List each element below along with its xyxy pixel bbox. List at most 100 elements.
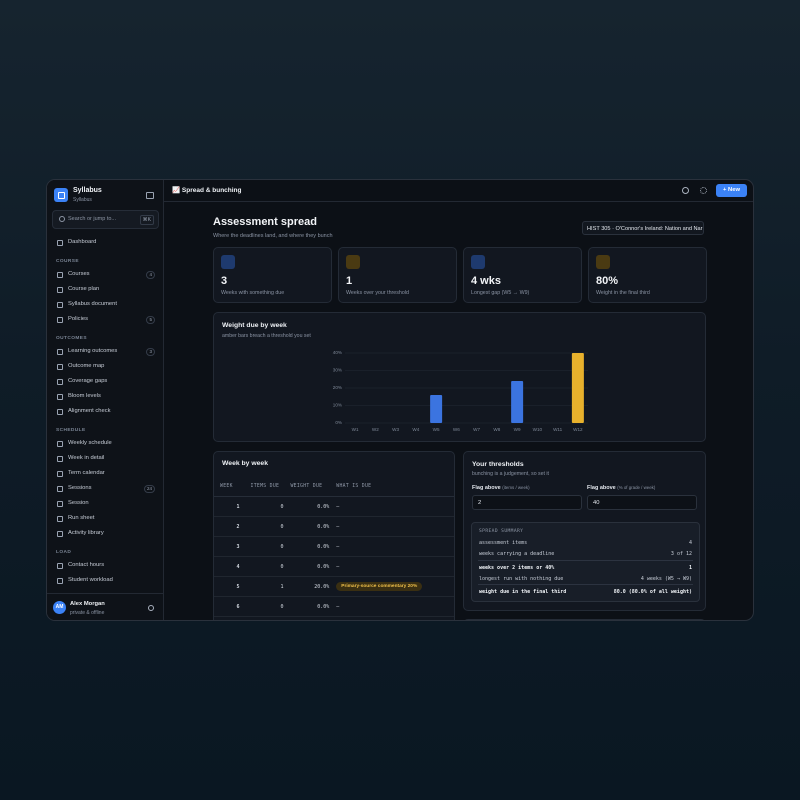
nav-item[interactable]: Alignment check (47, 404, 163, 419)
nav-item[interactable]: Term calendar (47, 466, 163, 481)
y-tick-label: 30% (333, 368, 342, 373)
x-tick-label: W12 (573, 427, 583, 432)
field-label-text: Flag above (472, 485, 501, 491)
field-input[interactable]: 40 (587, 495, 697, 510)
app-name: Syllabus (73, 187, 102, 194)
nav-item[interactable]: Session (47, 496, 163, 511)
theme-icon[interactable] (700, 187, 707, 194)
search-icon[interactable] (682, 187, 689, 194)
user-panel[interactable]: AM Alex Morgan private & offline (47, 593, 163, 620)
search-placeholder: Search or jump to... (68, 216, 116, 222)
nav-item[interactable]: Course plan (47, 282, 163, 297)
table-cell: — (335, 516, 454, 537)
field-hint: (items / week) (502, 485, 530, 490)
nav-item[interactable]: Sessions 24 (47, 481, 163, 496)
stat-card: 80% Weight in the final third (588, 247, 707, 303)
nav-item[interactable]: Dashboard (47, 235, 163, 250)
summary-label: longest run with nothing due (479, 576, 564, 582)
table-title: Week by week (222, 460, 268, 467)
topbar-text: Spread & bunching (181, 187, 242, 194)
nav-item[interactable]: Activity library (47, 526, 163, 541)
nav-item[interactable]: Outcome map (47, 359, 163, 374)
nav-label: Learning outcomes (68, 348, 118, 354)
user-name: Alex Morgan (70, 601, 105, 607)
nav-label: Coverage gaps (68, 378, 108, 384)
sidebar: Syllabus Syllabus Search or jump to... ⌘… (47, 180, 164, 620)
nav-item[interactable]: Contact hours (47, 558, 163, 573)
summary-value: 1 (688, 565, 692, 571)
summary-title: SPREAD SUMMARY (479, 529, 524, 534)
nav-item[interactable]: Learning outcomes 3 (47, 344, 163, 359)
nav-badge: 3 (146, 348, 155, 356)
table-cell: — (335, 556, 454, 577)
table-row: 6 0 0.0% — (214, 596, 454, 617)
table-cell: — (335, 596, 454, 617)
stat-card: 4 wks Longest gap (W5 → W9) (463, 247, 582, 303)
nav-item[interactable]: Week in detail (47, 451, 163, 466)
nav-item[interactable]: Bloom levels (47, 389, 163, 404)
summary-label: weeks over 2 items or 40% (479, 565, 555, 571)
summary-row: weeks carrying a deadline 3 of 12 (479, 551, 692, 557)
search-box[interactable]: Search or jump to... ⌘K (52, 210, 159, 229)
nav-label: Student workload (68, 577, 113, 583)
nav-item[interactable]: Run sheet (47, 511, 163, 526)
nav-label: Week in detail (68, 455, 105, 461)
stat-icon (221, 255, 235, 269)
nav-label: Weekly schedule (68, 440, 112, 446)
nav-label: Run sheet (68, 515, 95, 521)
nav-section-title: OUTCOMES (56, 336, 87, 341)
topbar: 📈 Spread & bunching + New (164, 180, 753, 202)
table-row: 700.0%— (214, 616, 454, 620)
table-header: WEEK ITEMS DUE WEIGHT DUE WHAT IS DUE (214, 477, 454, 497)
nav-item[interactable]: Weekly schedule (47, 436, 163, 451)
summary-row: weeks over 2 items or 40% 1 (479, 565, 692, 571)
page-subtitle: Where the deadlines land, and where they… (213, 233, 333, 239)
nav-label: Sessions (68, 485, 92, 491)
nav-item[interactable]: Student workload (47, 573, 163, 588)
nav-item[interactable]: Syllabus document (47, 297, 163, 312)
x-tick-label: W4 (412, 427, 419, 432)
summary-row: weight due in the final third 80.0 (80.0%… (479, 589, 692, 595)
thresholds-card: Your thresholds bunching is a judgement,… (463, 451, 706, 611)
nav-label: Session (68, 500, 89, 506)
y-tick-label: 20% (333, 385, 342, 390)
collapse-button[interactable] (146, 192, 154, 199)
table-cell: 0 (249, 616, 290, 620)
new-button[interactable]: + New (716, 184, 747, 197)
app-logo (54, 188, 68, 202)
bar (571, 353, 584, 423)
summary-row: assessment items 4 (479, 540, 692, 546)
nav-item[interactable]: Policies 5 (47, 312, 163, 327)
field-label-text: Flag above (587, 485, 616, 491)
summary-divider (478, 560, 693, 561)
field-input[interactable]: 2 (472, 495, 582, 510)
stat-icon (471, 255, 485, 269)
table-cell: Primary-source commentary 20% (335, 576, 454, 597)
bar (511, 381, 524, 423)
table-row: 2 0 0.0% — (214, 516, 454, 537)
nav-label: Outcome map (68, 363, 105, 369)
field-hint: (% of grade / week) (617, 485, 656, 490)
table-row: 3 0 0.0% — (214, 536, 454, 557)
y-tick-label: 10% (333, 403, 342, 408)
nav-badge: 4 (146, 271, 155, 279)
theme-toggle[interactable] (148, 605, 154, 611)
nav-label: Course plan (68, 286, 100, 292)
nav-item[interactable]: Coverage gaps (47, 374, 163, 389)
nav-badge: 24 (143, 485, 155, 493)
x-tick-label: W9 (514, 427, 521, 432)
summary-label: weeks carrying a deadline (479, 551, 555, 557)
column-header: ITEMS DUE (249, 477, 290, 497)
stat-value: 1 (346, 275, 353, 287)
column-header: WEIGHT DUE (289, 477, 336, 497)
chart-title: Weight due by week (222, 322, 287, 329)
nav-badge: 5 (146, 316, 155, 324)
topbar-icon: 📈 (172, 187, 181, 194)
table-cell: 1 (214, 496, 250, 517)
nav-label: Term calendar (68, 470, 105, 476)
x-tick-label: W10 (533, 427, 543, 432)
nav-item[interactable]: Courses 4 (47, 267, 163, 282)
course-select[interactable]: HIST 305 · O'Connor's Ireland: Nation an… (582, 221, 704, 235)
nav-label: Policies (68, 316, 88, 322)
